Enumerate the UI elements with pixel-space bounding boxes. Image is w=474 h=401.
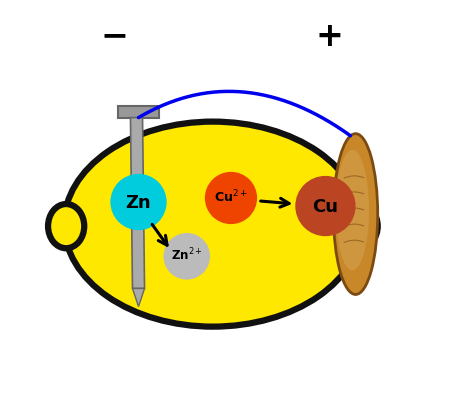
Text: +: +	[316, 20, 343, 53]
Ellipse shape	[48, 205, 84, 249]
Text: −: −	[100, 20, 128, 53]
Circle shape	[205, 172, 257, 225]
Polygon shape	[132, 289, 145, 307]
Ellipse shape	[342, 205, 378, 249]
Ellipse shape	[334, 134, 378, 295]
Text: Zn: Zn	[126, 194, 151, 211]
Circle shape	[164, 233, 210, 280]
Circle shape	[110, 174, 167, 231]
Ellipse shape	[64, 122, 362, 327]
Text: Cu$^{2+}$: Cu$^{2+}$	[214, 188, 248, 205]
Text: Zn$^{2+}$: Zn$^{2+}$	[171, 246, 203, 263]
Text: Cu: Cu	[312, 198, 338, 215]
Ellipse shape	[336, 150, 369, 271]
Polygon shape	[130, 118, 145, 289]
Polygon shape	[118, 106, 159, 118]
Circle shape	[295, 176, 356, 237]
